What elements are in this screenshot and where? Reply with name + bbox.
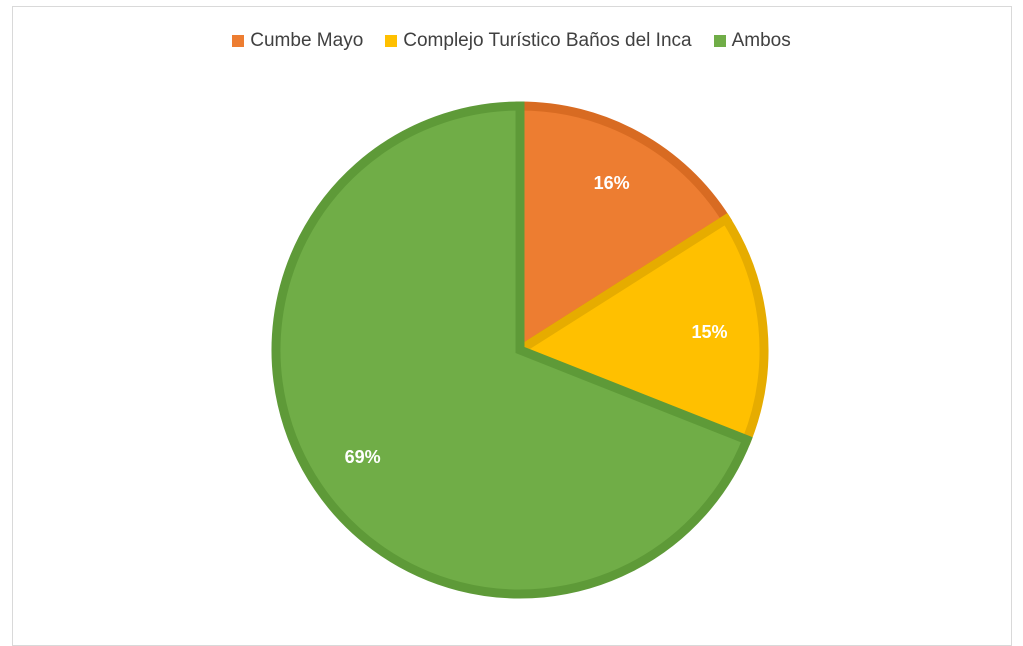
- legend-label-ambos: Ambos: [731, 30, 791, 51]
- legend-item-ambos: Ambos: [713, 30, 791, 52]
- legend-swatch-banos-del-inca: [385, 35, 398, 47]
- pie-slice-banos-del-inca: [510, 213, 769, 446]
- legend-label-banos-del-inca: Complejo Turístico Baños del Inca: [403, 30, 692, 51]
- data-label-banos-del-inca: 15%: [691, 322, 727, 342]
- legend-item-banos-del-inca: Complejo Turístico Baños del Inca: [385, 30, 692, 52]
- data-label-cumbe-mayo: 16%: [594, 173, 630, 193]
- data-label-ambos: 69%: [345, 447, 381, 467]
- legend-item-cumbe-mayo: Cumbe Mayo: [232, 30, 363, 52]
- legend-swatch-cumbe-mayo: [232, 35, 245, 47]
- pie-slice-cumbe-mayo: [515, 101, 733, 359]
- pie-slice-ambos: [271, 101, 753, 599]
- legend-label-cumbe-mayo: Cumbe Mayo: [250, 30, 364, 51]
- pie-chart: 16% 15% 69%: [271, 101, 769, 599]
- legend-swatch-ambos: [713, 35, 726, 47]
- chart-legend: Cumbe Mayo Complejo Turístico Baños del …: [0, 30, 1023, 52]
